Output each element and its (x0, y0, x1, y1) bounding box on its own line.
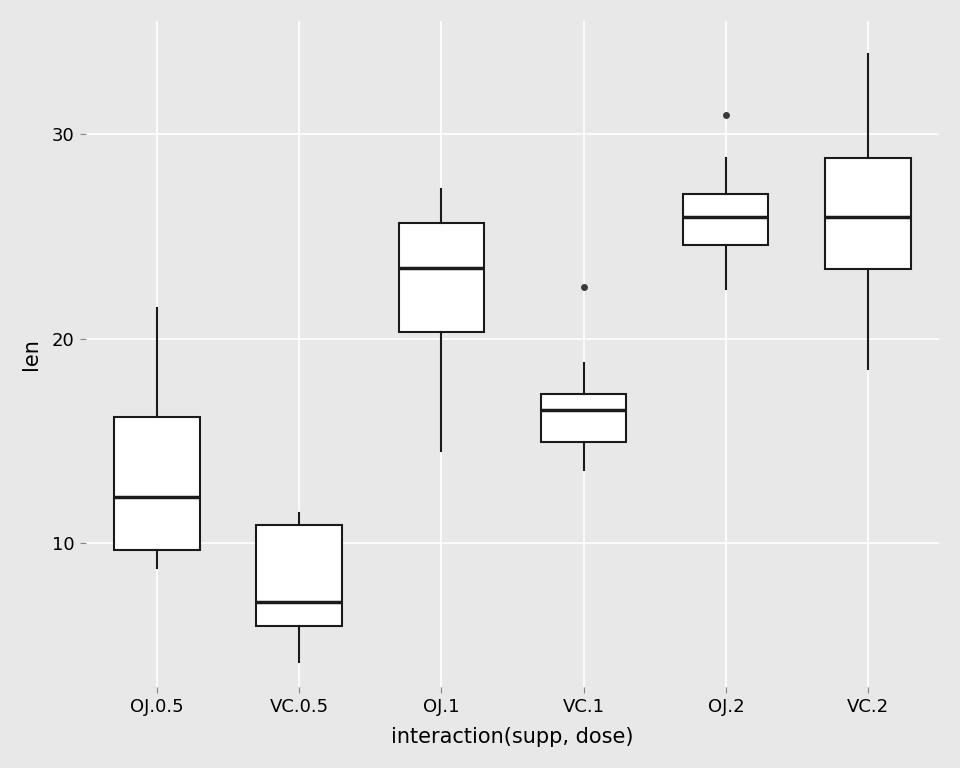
PathPatch shape (256, 525, 342, 627)
PathPatch shape (540, 394, 626, 442)
PathPatch shape (684, 194, 769, 245)
PathPatch shape (826, 158, 911, 270)
X-axis label: interaction(supp, dose): interaction(supp, dose) (392, 727, 634, 747)
Y-axis label: len: len (21, 338, 41, 370)
PathPatch shape (398, 223, 484, 333)
PathPatch shape (114, 417, 200, 550)
